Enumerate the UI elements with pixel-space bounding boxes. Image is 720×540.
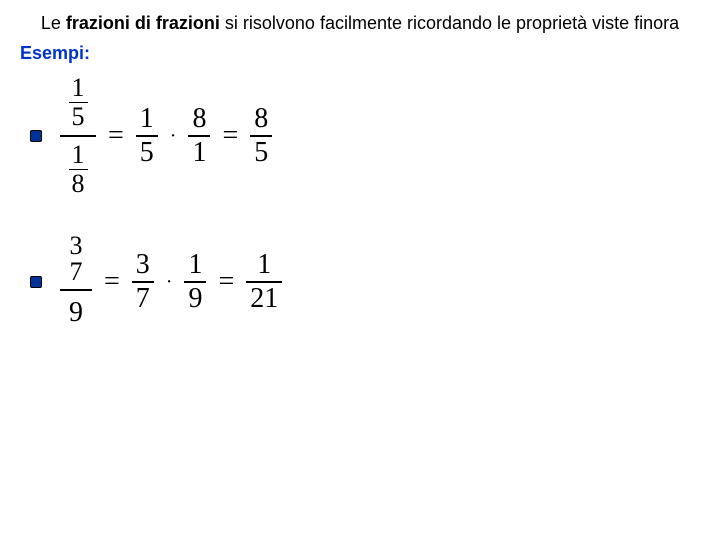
equals-sign: = — [216, 266, 236, 298]
fraction-result-2: 1 21 — [246, 249, 282, 315]
den: 5 — [69, 103, 88, 131]
equals-sign: = — [220, 120, 240, 152]
compound-bot-2: 9 — [66, 295, 86, 331]
bullet-icon — [30, 276, 42, 288]
fraction-a-2: 3 7 — [132, 249, 154, 315]
esempi-label: Esempi: — [0, 35, 720, 64]
num: 8 — [188, 103, 210, 135]
num: 1 — [253, 249, 275, 281]
num: 3 — [132, 249, 154, 281]
num: 1 — [69, 74, 88, 102]
equals-sign: = — [106, 120, 126, 152]
heading-pre: Le — [41, 13, 66, 33]
den: 7 — [132, 283, 154, 315]
den: 5 — [136, 137, 158, 169]
main-fraction-bar — [60, 289, 92, 291]
num: 1 — [69, 141, 88, 169]
den: 7 — [70, 259, 83, 285]
den: 9 — [184, 283, 206, 315]
heading: Le frazioni di frazioni si risolvono fac… — [0, 0, 720, 35]
dot-operator: · — [168, 125, 179, 148]
example-1: 1 5 1 8 = 1 5 · 8 1 = 8 5 — [0, 74, 720, 198]
example-2: 3 7 9 = 3 7 · 1 9 = 1 21 — [0, 233, 720, 331]
equals-sign: = — [102, 266, 122, 298]
math-expression-1: 1 5 1 8 = 1 5 · 8 1 = 8 5 — [60, 74, 272, 198]
main-fraction-bar — [60, 135, 96, 137]
bullet-icon — [30, 130, 42, 142]
den: 21 — [246, 283, 282, 315]
num: 3 — [70, 233, 83, 259]
compound-fraction-2: 3 7 9 — [60, 233, 92, 331]
dot-operator: · — [164, 271, 175, 294]
compound-bot-frac-1: 1 8 — [69, 141, 88, 198]
compound-top-frac-2: 3 7 — [70, 233, 83, 285]
fraction-result-1: 8 5 — [250, 103, 272, 169]
math-expression-2: 3 7 9 = 3 7 · 1 9 = 1 21 — [60, 233, 282, 331]
num: 1 — [136, 103, 158, 135]
fraction-b-1: 8 1 — [188, 103, 210, 169]
fraction-b-2: 1 9 — [184, 249, 206, 315]
num: 1 — [184, 249, 206, 281]
num: 8 — [250, 103, 272, 135]
den: 1 — [188, 137, 210, 169]
heading-bold: frazioni di frazioni — [66, 13, 220, 33]
den: 8 — [69, 170, 88, 198]
compound-fraction-1: 1 5 1 8 — [60, 74, 96, 198]
fraction-a-1: 1 5 — [136, 103, 158, 169]
compound-top-frac-1: 1 5 — [69, 74, 88, 131]
den: 5 — [250, 137, 272, 169]
heading-post: si risolvono facilmente ricordando le pr… — [220, 13, 679, 33]
